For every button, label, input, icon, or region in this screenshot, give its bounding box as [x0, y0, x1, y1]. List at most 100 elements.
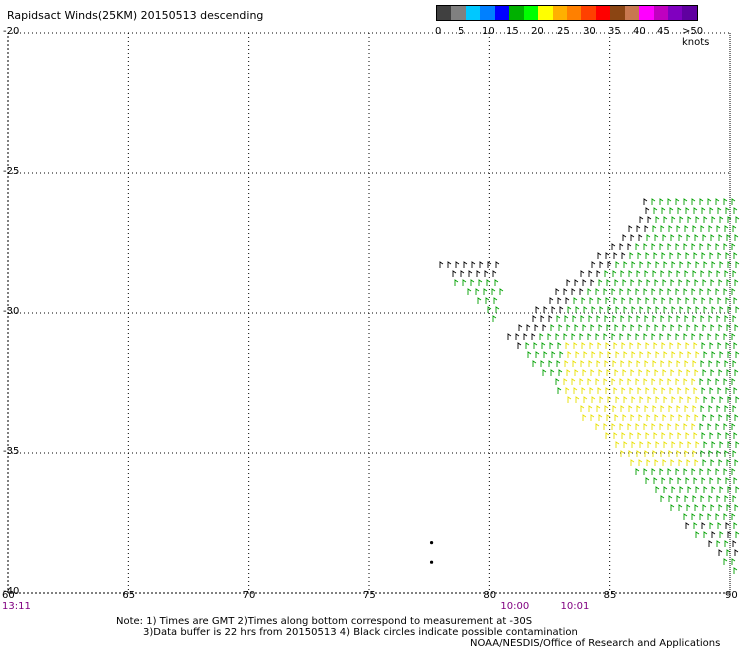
wind-barb	[582, 279, 587, 286]
wind-barb	[668, 270, 673, 277]
wind-barb	[685, 252, 690, 259]
wind-barb	[494, 279, 499, 286]
wind-barb	[637, 252, 642, 259]
wind-barb	[655, 351, 660, 358]
wind-barb	[695, 486, 700, 493]
legend-swatch	[624, 6, 640, 20]
wind-barb	[651, 198, 656, 205]
wind-barb	[605, 252, 610, 259]
wind-barb	[655, 261, 660, 268]
wind-barb	[517, 342, 522, 349]
wind-barb	[645, 252, 650, 259]
wind-barb	[630, 459, 635, 466]
wind-barb	[694, 279, 699, 286]
wind-barb	[686, 279, 691, 286]
wind-barb	[479, 261, 484, 268]
wind-barb	[595, 333, 600, 340]
wind-barb	[639, 441, 644, 448]
wind-barb	[671, 396, 676, 403]
wind-barb	[622, 324, 627, 331]
wind-barb	[587, 333, 592, 340]
wind-barb	[646, 459, 651, 466]
wind-barb	[692, 270, 697, 277]
wind-barb	[654, 369, 659, 376]
wind-barb	[659, 198, 664, 205]
wind-barb	[710, 279, 715, 286]
wind-barb	[676, 225, 681, 232]
wind-barb	[652, 450, 657, 457]
wind-barb	[710, 414, 715, 421]
wind-barb	[699, 423, 704, 430]
wind-barb	[645, 477, 650, 484]
wind-barb	[623, 441, 628, 448]
wind-barb	[718, 279, 723, 286]
wind-barb	[671, 216, 676, 223]
wind-barb	[614, 414, 619, 421]
legend-label: 15	[506, 26, 519, 37]
wind-barb	[667, 333, 672, 340]
wind-barb	[662, 414, 667, 421]
wind-barb	[611, 423, 616, 430]
wind-barb	[731, 378, 736, 385]
wind-barb	[711, 306, 716, 313]
wind-barb	[700, 495, 705, 502]
wind-barb	[724, 270, 729, 277]
wind-barb	[702, 414, 707, 421]
wind-barb	[724, 540, 729, 547]
wind-barb	[591, 396, 596, 403]
wind-barb	[590, 414, 595, 421]
wind-barb	[701, 252, 706, 259]
wind-barb	[647, 261, 652, 268]
wind-barb	[595, 288, 600, 295]
wind-barb	[573, 342, 578, 349]
wind-barb	[733, 432, 738, 439]
wind-barb	[581, 342, 586, 349]
wind-barb	[590, 324, 595, 331]
wind-barb	[630, 369, 635, 376]
wind-barb	[732, 405, 737, 412]
wind-barb	[571, 378, 576, 385]
wind-barb	[719, 216, 724, 223]
wind-barb	[623, 261, 628, 268]
wind-barb	[731, 513, 736, 520]
wind-barb	[623, 396, 628, 403]
wind-barb	[647, 351, 652, 358]
wind-barb	[653, 387, 658, 394]
wind-barb	[647, 306, 652, 313]
wind-barb	[622, 279, 627, 286]
wind-barb	[668, 495, 673, 502]
wind-barb	[643, 468, 648, 475]
wind-barb	[612, 270, 617, 277]
wind-barb	[717, 522, 722, 529]
wind-barb	[620, 315, 625, 322]
wind-barb	[661, 477, 666, 484]
wind-barb	[646, 369, 651, 376]
wind-barb	[700, 450, 705, 457]
wind-barb	[596, 360, 601, 367]
wind-barb	[581, 297, 586, 304]
wind-barb	[603, 288, 608, 295]
legend-swatch	[653, 6, 668, 20]
wind-barb	[646, 234, 651, 241]
wind-barb	[687, 261, 692, 268]
wind-barb	[579, 333, 584, 340]
wind-barb	[454, 279, 459, 286]
wind-barb	[693, 387, 698, 394]
wind-barb	[646, 414, 651, 421]
wind-barb	[693, 432, 698, 439]
wind-barb	[652, 315, 657, 322]
wind-barb	[661, 342, 666, 349]
wind-barb	[699, 198, 704, 205]
wind-barb	[605, 387, 610, 394]
map-title: Rapidsact Winds(25KM) 20150513 descendin…	[7, 9, 264, 22]
wind-barb	[725, 207, 730, 214]
wind-barb	[629, 342, 634, 349]
wind-barb	[660, 405, 665, 412]
wind-barb	[653, 432, 658, 439]
wind-barb	[679, 441, 684, 448]
wind-barb	[628, 405, 633, 412]
legend-label: 40	[633, 26, 646, 37]
wind-barb	[604, 360, 609, 367]
wind-barb	[735, 441, 740, 448]
wind-barb	[638, 279, 643, 286]
